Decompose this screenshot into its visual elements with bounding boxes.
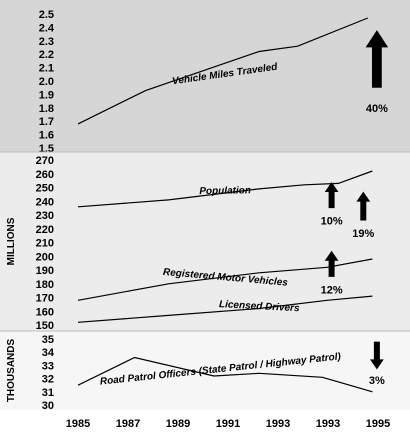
y-tick-label: 1.9 (39, 89, 54, 101)
y-tick-label: 2.0 (39, 76, 54, 88)
panel-background (0, 331, 410, 410)
percent-change-label: 3% (369, 375, 385, 387)
percent-change-label: 40% (366, 103, 388, 115)
arrow-up-icon (365, 30, 389, 88)
y-tick-label: 220 (36, 224, 54, 236)
arrow-up-icon (356, 191, 371, 221)
unit-label: THOUSANDS (6, 339, 17, 403)
series-line (77, 170, 373, 208)
y-tick-label: 30 (42, 400, 54, 412)
y-tick-label: 180 (36, 279, 54, 291)
y-tick-label: 31 (42, 387, 54, 399)
panel-top: 2.52.42.32.22.12.01.91.81.71.61.5Vehicle… (0, 0, 410, 155)
y-tick-label: 2.4 (39, 22, 55, 34)
y-tick-label: 35 (42, 334, 54, 346)
y-tick-label: 170 (36, 293, 54, 305)
arrow-down-icon (369, 341, 384, 370)
y-tick-label: 1.7 (39, 116, 54, 128)
chart-panels: 2.52.42.32.22.12.01.91.81.71.61.5Vehicle… (0, 0, 410, 412)
y-tick-label: 150 (36, 320, 54, 332)
y-tick-label: 2.2 (39, 49, 54, 61)
x-axis: 1985 1987 1989 1991 1993 1993 1995 (66, 418, 390, 430)
y-tick-label: 210 (36, 238, 54, 250)
percent-change-label: 12% (321, 284, 343, 296)
panel-background (0, 152, 410, 331)
series-line (77, 17, 369, 125)
series-line (77, 356, 373, 393)
x-tick-label: 1995 (366, 418, 390, 430)
x-tick-label: 1989 (166, 418, 190, 430)
y-tick-label: 1.6 (39, 130, 54, 142)
panel-middle: 270260250240230220210200190180170160150M… (0, 152, 410, 332)
y-tick-label: 2.1 (39, 63, 54, 75)
y-tick-label: 2.3 (39, 36, 54, 48)
y-tick-label: 190 (36, 265, 54, 277)
percent-change-label: 10% (321, 216, 343, 228)
y-tick-label: 33 (42, 360, 54, 372)
panel-background (0, 0, 410, 152)
x-tick-label: 1993 (316, 418, 340, 430)
y-tick-label: 1.8 (39, 103, 54, 115)
y-tick-label: 270 (36, 155, 54, 167)
y-tick-label: 200 (36, 251, 54, 263)
unit-label: MILLIONS (6, 217, 17, 265)
x-tick-label: 1993 (266, 418, 290, 430)
y-tick-label: 230 (36, 210, 54, 222)
x-tick-label: 1985 (66, 418, 90, 430)
arrow-up-icon (324, 182, 339, 209)
y-tick-label: 160 (36, 306, 54, 318)
y-tick-label: 32 (42, 374, 54, 386)
series-line (77, 258, 373, 301)
arrow-up-icon (324, 250, 339, 277)
series-line (77, 295, 373, 323)
y-tick-label: 260 (36, 169, 54, 181)
y-tick-label: 250 (36, 183, 54, 195)
y-tick-label: 34 (42, 347, 55, 359)
y-tick-label: 2.5 (39, 9, 54, 21)
series-label: Licensed Drivers (219, 299, 300, 314)
y-tick-label: 240 (36, 196, 54, 208)
percent-change-label: 19% (352, 228, 374, 240)
x-tick-label: 1991 (216, 418, 240, 430)
series-label: Population (199, 185, 251, 197)
x-tick-label: 1987 (116, 418, 140, 430)
